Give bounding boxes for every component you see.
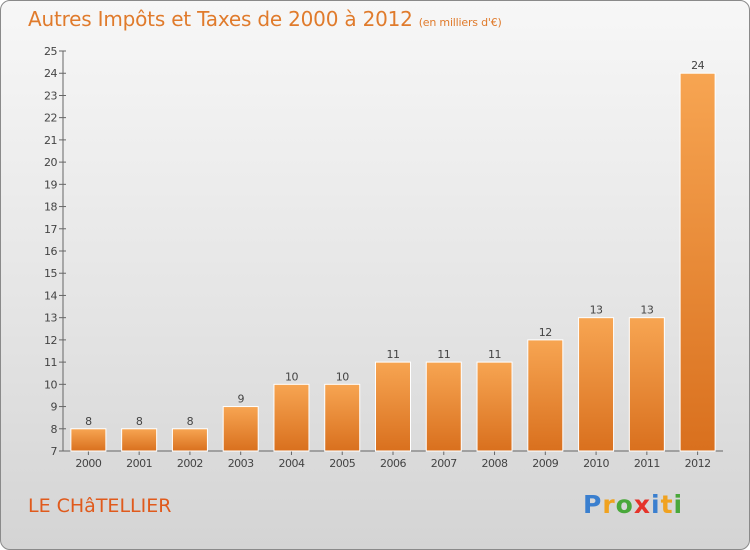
x-tick-label: 2003 bbox=[228, 457, 254, 470]
bar bbox=[171, 428, 208, 452]
proxiti-logo: Proxiti bbox=[583, 490, 683, 519]
bar-value-label: 10 bbox=[285, 370, 298, 383]
y-tick-label: 25 bbox=[44, 45, 57, 58]
bar bbox=[425, 361, 462, 452]
chart-title: Autres Impôts et Taxes de 2000 à 2012 (en… bbox=[28, 7, 502, 31]
bar-value-label: 8 bbox=[85, 415, 92, 428]
bar-value-label: 12 bbox=[539, 326, 552, 339]
bar-value-label: 8 bbox=[136, 415, 143, 428]
bar bbox=[679, 72, 716, 452]
bar-value-label: 13 bbox=[640, 304, 653, 317]
y-tick-label: 17 bbox=[44, 223, 57, 236]
y-tick-label: 7 bbox=[51, 445, 58, 458]
logo-letter: o bbox=[615, 490, 634, 519]
bar bbox=[222, 406, 259, 452]
bar bbox=[121, 428, 158, 452]
y-tick-label: 20 bbox=[44, 156, 57, 169]
y-tick-label: 14 bbox=[44, 289, 57, 302]
logo-letter: t bbox=[660, 490, 674, 519]
x-tick-label: 2012 bbox=[685, 457, 711, 470]
x-tick-label: 2002 bbox=[177, 457, 203, 470]
logo-letter: i bbox=[673, 490, 684, 519]
commune-name: LE CHâTELLIER bbox=[28, 495, 172, 517]
x-tick-label: 2004 bbox=[278, 457, 304, 470]
x-tick-label: 2005 bbox=[329, 457, 355, 470]
x-tick-label: 2000 bbox=[75, 457, 101, 470]
bar-value-label: 9 bbox=[237, 393, 244, 406]
bar bbox=[273, 383, 310, 452]
bar-value-label: 11 bbox=[488, 348, 501, 361]
bar-value-label: 8 bbox=[187, 415, 194, 428]
x-tick-label: 2006 bbox=[380, 457, 406, 470]
bar bbox=[375, 361, 411, 452]
bar bbox=[628, 317, 665, 452]
y-tick-label: 23 bbox=[44, 89, 57, 102]
x-tick-label: 2007 bbox=[431, 457, 457, 470]
bar-value-label: 13 bbox=[590, 304, 603, 317]
logo-letter: x bbox=[633, 490, 651, 519]
y-tick-label: 24 bbox=[44, 67, 57, 80]
y-tick-label: 8 bbox=[51, 423, 58, 436]
logo-letter: i bbox=[651, 490, 661, 519]
logo-letter: r bbox=[602, 490, 616, 519]
bar-value-label: 10 bbox=[336, 370, 349, 383]
y-tick-label: 9 bbox=[51, 401, 58, 414]
y-tick-label: 22 bbox=[44, 112, 57, 125]
chart-title-unit: (en milliers d'€) bbox=[418, 16, 502, 29]
bar bbox=[578, 317, 615, 452]
bar bbox=[476, 361, 513, 452]
y-tick-label: 19 bbox=[44, 178, 57, 191]
chart-title-text: Autres Impôts et Taxes de 2000 à 2012 bbox=[28, 7, 413, 31]
y-tick-label: 10 bbox=[44, 378, 57, 391]
x-tick-label: 2008 bbox=[482, 457, 508, 470]
y-tick-label: 12 bbox=[44, 334, 57, 347]
x-tick-label: 2011 bbox=[634, 457, 660, 470]
x-tick-label: 2010 bbox=[583, 457, 609, 470]
bar bbox=[70, 428, 107, 452]
x-tick-label: 2009 bbox=[532, 457, 558, 470]
x-tick-label: 2001 bbox=[126, 457, 152, 470]
logo-letter: P bbox=[583, 490, 603, 519]
bar bbox=[527, 339, 564, 452]
bar-value-label: 11 bbox=[437, 348, 450, 361]
y-tick-label: 13 bbox=[44, 312, 57, 325]
bar bbox=[324, 383, 361, 452]
y-tick-label: 15 bbox=[44, 267, 57, 280]
y-tick-label: 11 bbox=[44, 356, 57, 369]
bar-value-label: 11 bbox=[387, 348, 400, 361]
y-tick-label: 18 bbox=[44, 201, 57, 214]
y-tick-label: 16 bbox=[44, 245, 57, 258]
bar-value-label: 24 bbox=[691, 59, 704, 72]
y-tick-label: 21 bbox=[44, 134, 57, 147]
